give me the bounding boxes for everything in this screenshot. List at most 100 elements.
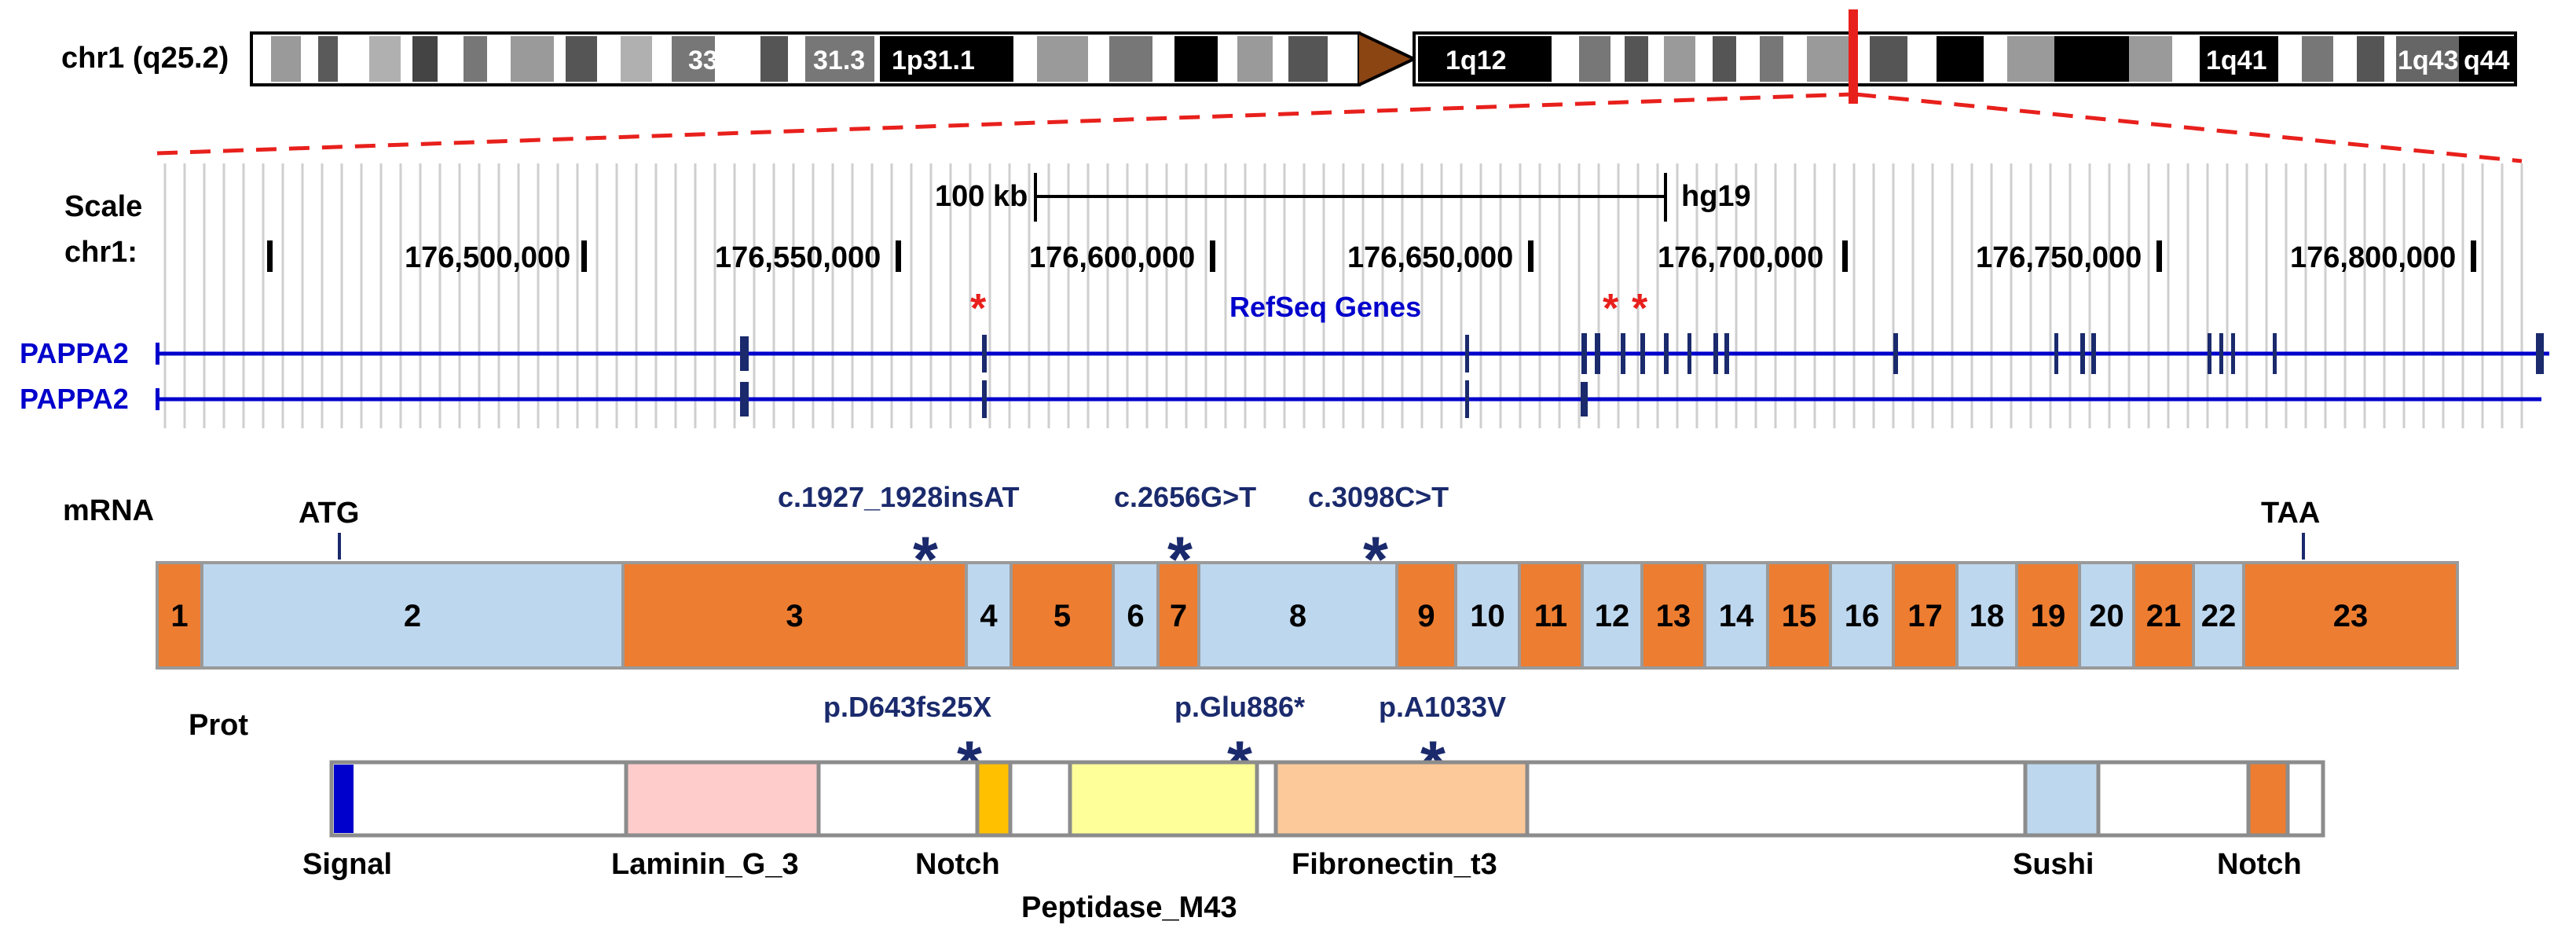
domain-label: Sushi (2013, 848, 2094, 881)
exon-number: 9 (1417, 599, 1435, 633)
notch-domain (975, 760, 1013, 838)
exon-bar: 1 2 3 4 5 6 7 8 9 10 11 12 13 14 15 16 17 18 19 20 21 22 23 (156, 561, 2459, 670)
assembly-label: hg19 (1681, 180, 1751, 213)
exon-number: 2 (404, 599, 421, 633)
protein-mutation-label: p.Glu886* (1174, 691, 1305, 723)
exon-number: 12 (1595, 599, 1630, 633)
gene-track-row: PAPPA2 (20, 333, 2549, 374)
scale-label: Scale (64, 190, 142, 223)
position-tick: 176,750,000 (1976, 241, 2142, 274)
exon-number: 3 (786, 599, 803, 633)
exon-number: 19 (2031, 599, 2066, 633)
chromosome-ideogram: chr1 (q25.2) (61, 9, 2517, 104)
exon-5 (1010, 561, 1115, 670)
exon-4 (965, 561, 1013, 670)
exon-10 (1454, 561, 1521, 670)
protein-diagram: Prot p.D643fs25X * p.Glu886* * p.A1033V … (189, 691, 2325, 924)
q-arm (1413, 31, 2517, 86)
exon-number: 23 (2333, 599, 2369, 633)
band-label: 31.3 (813, 46, 865, 75)
scale-bar-label: 100 kb (935, 180, 1028, 213)
exon-number: 1 (170, 599, 188, 633)
chrom-label: chr1: (64, 236, 137, 269)
variant-star: * (970, 286, 987, 332)
band-label: 1q12 (1446, 46, 1507, 75)
notch-domain (2246, 760, 2290, 838)
mrna-diagram: mRNA ATG TAA c.1927_1928insAT * c.2656G>… (63, 481, 2459, 670)
exon-number: 20 (2089, 599, 2124, 633)
exon-number: 14 (1719, 599, 1754, 633)
band-label: q44 (2464, 46, 2510, 75)
domain-label: Fibronectin_t3 (1292, 848, 1497, 881)
position-ruler: 176,500,000 176,550,000 176,600,000 176,… (267, 240, 2476, 274)
variant-star: * (1632, 286, 1648, 332)
exon-18 (1955, 561, 2018, 670)
gene-name: PAPPA2 (20, 337, 129, 369)
exon-number: 8 (1289, 599, 1306, 633)
exon-number: 15 (1782, 599, 1817, 633)
exon-9 (1395, 561, 1457, 670)
exon-number: 11 (1534, 599, 1567, 633)
fibronectin-domain (1273, 760, 1530, 838)
band-label: 32.1 (2057, 46, 2109, 75)
position-tick: 176,800,000 (2290, 241, 2456, 274)
exon-12 (1581, 561, 1643, 670)
exon-17 (1892, 561, 1959, 670)
exon-2 (200, 561, 625, 670)
scale-bar: 100 kb hg19 (935, 173, 1751, 222)
domain-label: Laminin_G_3 (611, 848, 799, 881)
gene-name: PAPPA2 (20, 383, 129, 415)
exon-16 (1829, 561, 1895, 670)
exon-22 (2192, 561, 2245, 670)
p-arm (250, 31, 1361, 86)
exon-number: 18 (1970, 599, 2005, 633)
exon-number: 5 (1053, 599, 1071, 633)
mutation-label: c.1927_1928insAT (778, 481, 1020, 513)
position-tick: 176,600,000 (1029, 241, 1195, 274)
position-tick: 176,500,000 (405, 241, 570, 274)
peptidase-domain (1068, 760, 1259, 838)
band-label: 1q43 (2398, 46, 2459, 75)
exon-13 (1640, 561, 1706, 670)
domain-label: Notch (915, 848, 1000, 881)
exon-number: 21 (2146, 599, 2182, 633)
centromere (1359, 33, 1414, 85)
track-label: RefSeq Genes (1229, 291, 1421, 323)
mutation-label: c.2656G>T (1114, 481, 1256, 513)
exon-number: 22 (2201, 599, 2237, 633)
band-label: 1q41 (2206, 46, 2267, 75)
exon-number: 16 (1845, 599, 1880, 633)
stop-codon-label: TAA (2261, 497, 2320, 530)
exon-number: 13 (1656, 599, 1691, 633)
exon-7 (1156, 561, 1200, 670)
domain-label: Notch (2217, 848, 2302, 881)
position-tick: 176,550,000 (715, 241, 881, 274)
variant-star: * (1603, 286, 1619, 332)
exon-number: 4 (980, 599, 998, 633)
genome-browser: Scale chr1: 100 kb hg19 176,500,000 176,… (20, 163, 2549, 428)
exon-15 (1766, 561, 1832, 670)
laminin-domain (624, 760, 821, 838)
start-codon-label: ATG (299, 497, 359, 530)
mutation-label: c.3098C>T (1308, 481, 1449, 513)
band-label: 1p31.1 (892, 46, 975, 75)
exon-1 (156, 561, 203, 670)
band-label: 33 (688, 46, 718, 75)
protein-mutation-label: p.A1033V (1379, 691, 1506, 723)
position-tick: 176,650,000 (1347, 241, 1513, 274)
domain-label: Peptidase_M43 (1021, 891, 1237, 924)
exon-3 (621, 561, 968, 670)
exon-number: 10 (1470, 599, 1505, 633)
exon-number: 6 (1127, 599, 1144, 633)
exon-11 (1518, 561, 1584, 670)
position-tick: 176,700,000 (1658, 241, 1823, 274)
protein-label: Prot (189, 709, 248, 742)
zoom-lines (156, 92, 2523, 163)
exon-20 (2078, 561, 2135, 670)
domain-label: Signal (302, 848, 392, 881)
exon-6 (1112, 561, 1160, 670)
exon-number: 17 (1907, 599, 1943, 633)
gene-track-row: PAPPA2 (20, 380, 2541, 418)
ideogram-label: chr1 (q25.2) (61, 42, 229, 75)
